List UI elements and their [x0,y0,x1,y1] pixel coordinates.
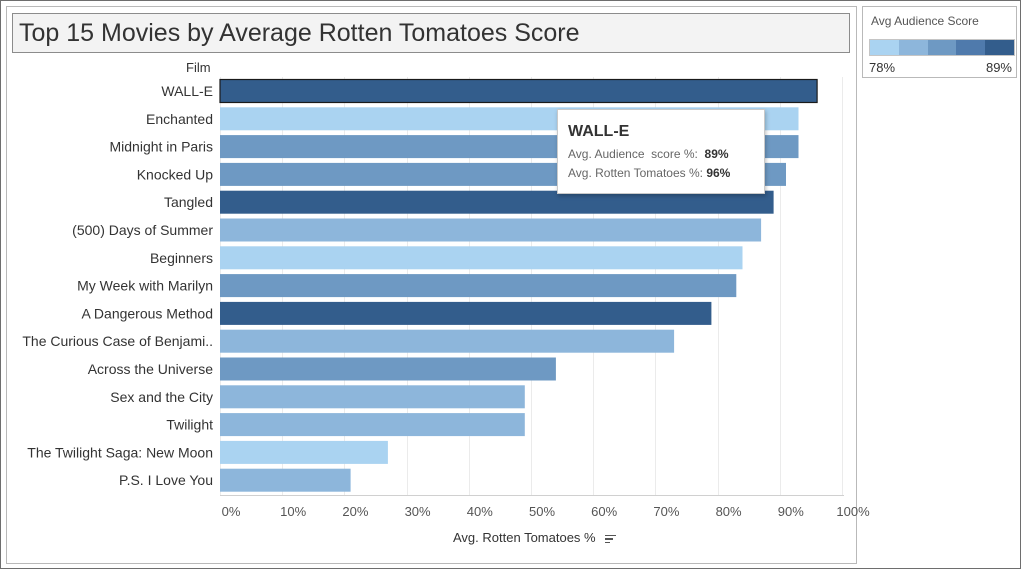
title-box: Top 15 Movies by Average Rotten Tomatoes… [12,13,850,53]
row-label: (500) Days of Summer [72,222,213,238]
x-tick-label: 30% [405,504,431,519]
x-tick-label: 50% [529,504,555,519]
x-tick-label: 60% [591,504,617,519]
bar[interactable] [220,246,743,270]
row-label: Enchanted [146,111,213,127]
x-tick-label: 40% [467,504,493,519]
x-axis-label: Avg. Rotten Tomatoes % [453,530,596,545]
row-label: The Twilight Saga: New Moon [27,444,213,460]
legend-swatch [898,40,928,55]
bar[interactable] [220,329,675,353]
row-label: My Week with Marilyn [77,278,213,294]
legend-title: Avg Audience Score [871,14,979,28]
bar[interactable] [220,440,388,464]
tooltip-audience-label: Avg. Audience score %: [568,147,698,161]
row-label: Knocked Up [137,166,213,182]
row-label: Midnight in Paris [110,139,214,155]
row-label: Tangled [164,194,213,210]
legend-color-ramp [869,39,1015,56]
row-label: The Curious Case of Benjami.. [22,333,213,349]
x-tick-label: 20% [342,504,368,519]
bar[interactable] [220,274,737,298]
bar[interactable] [220,413,525,437]
x-tick-label: 100% [836,504,870,519]
bar[interactable] [220,357,556,381]
tooltip-rotten-label: Avg. Rotten Tomatoes %: [568,166,703,180]
row-label: Twilight [166,417,213,433]
x-tick-label: 10% [280,504,306,519]
row-label: Beginners [150,250,213,266]
x-tick-label: 90% [778,504,804,519]
row-header-film: Film [186,60,211,75]
tooltip-row-rotten: Avg. Rotten Tomatoes %: 96% [568,166,730,180]
sort-descending-icon[interactable] [605,534,617,544]
bar[interactable] [220,385,525,409]
bar[interactable] [220,468,351,492]
tooltip: WALL-E Avg. Audience score %: 89% Avg. R… [557,109,765,194]
legend-max-label: 89% [985,60,1012,75]
chart-title: Top 15 Movies by Average Rotten Tomatoes… [19,19,580,47]
tooltip-title: WALL-E [568,123,630,140]
row-label: WALL-E [161,83,213,99]
bar[interactable] [219,78,818,104]
bar[interactable] [220,301,712,325]
color-legend[interactable]: Avg Audience Score 78% 89% [862,6,1017,78]
legend-swatch [956,40,986,55]
x-axis-title: Avg. Rotten Tomatoes % [453,530,617,545]
x-tick-label: 0% [222,504,241,519]
tooltip-rotten-value: 96% [706,166,731,180]
legend-swatch [927,40,957,55]
tooltip-row-audience: Avg. Audience score %: 89% [568,147,729,161]
row-label: P.S. I Love You [119,472,213,488]
tooltip-audience-value: 89% [704,147,729,161]
x-tick-label: 80% [716,504,742,519]
legend-swatch [985,40,1014,55]
row-label: Across the Universe [88,361,213,377]
row-label: A Dangerous Method [81,305,213,321]
row-label: Sex and the City [110,389,213,405]
bar[interactable] [220,218,762,242]
legend-swatch [870,40,899,55]
bar[interactable] [220,190,774,214]
legend-min-label: 78% [869,60,896,75]
x-tick-label: 70% [653,504,679,519]
